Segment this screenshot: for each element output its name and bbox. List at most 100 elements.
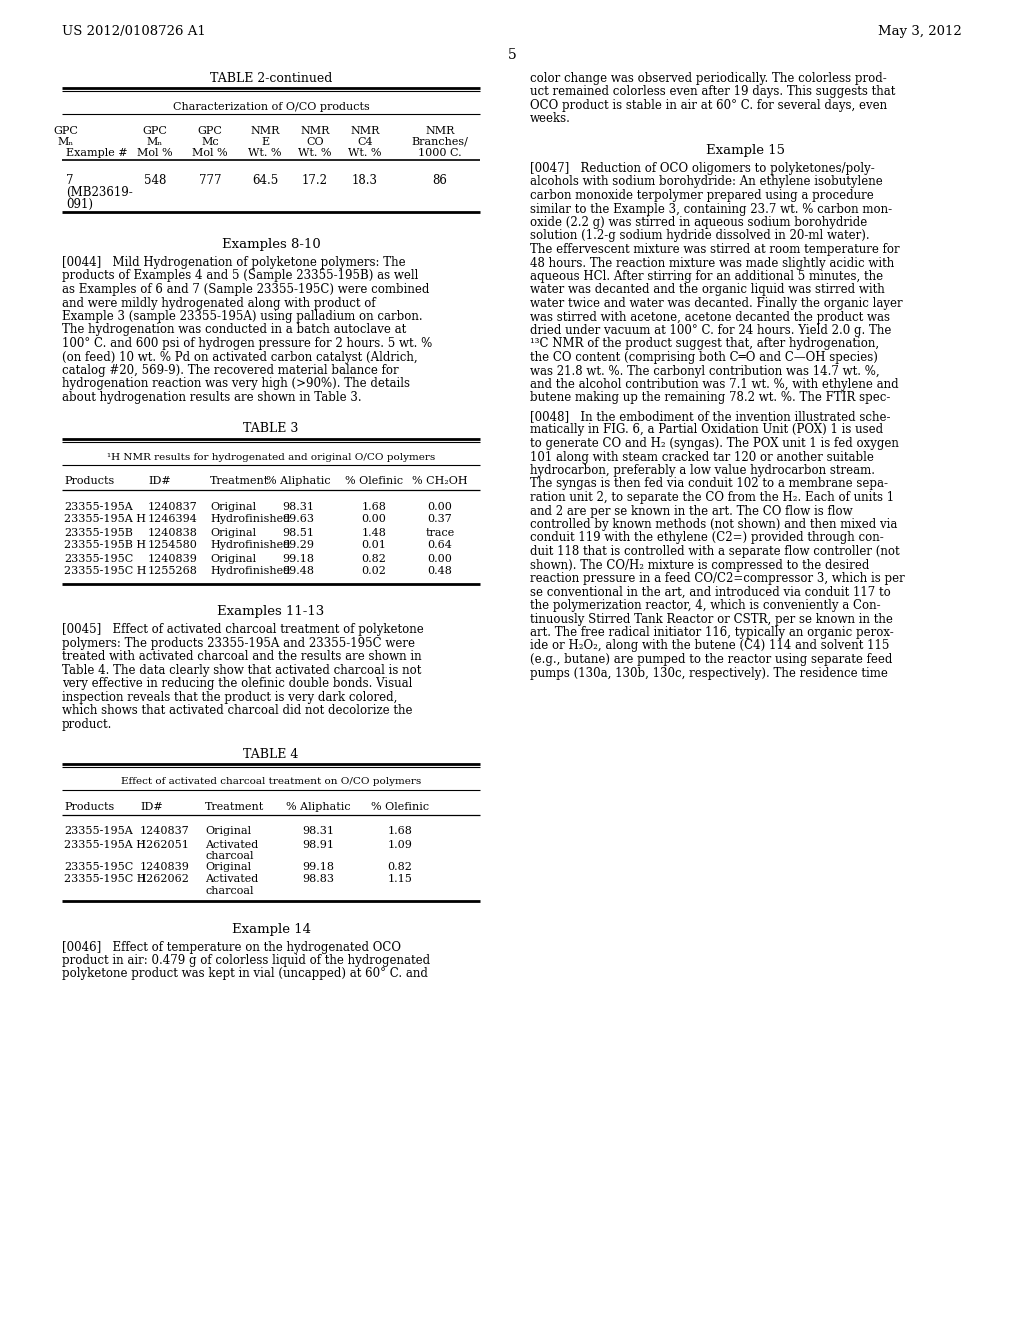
Text: 23355-195B: 23355-195B: [63, 528, 133, 537]
Text: 1000 C.: 1000 C.: [418, 148, 462, 158]
Text: (on feed) 10 wt. % Pd on activated carbon catalyst (Aldrich,: (on feed) 10 wt. % Pd on activated carbo…: [62, 351, 418, 363]
Text: 23355-195C H: 23355-195C H: [63, 874, 146, 884]
Text: 548: 548: [143, 174, 166, 187]
Text: Branches/: Branches/: [412, 137, 468, 147]
Text: GPC: GPC: [142, 125, 168, 136]
Text: solution (1.2-g sodium hydride dissolved in 20-ml water).: solution (1.2-g sodium hydride dissolved…: [530, 230, 869, 243]
Text: 98.91: 98.91: [302, 840, 334, 850]
Text: controlled by known methods (not shown) and then mixed via: controlled by known methods (not shown) …: [530, 517, 897, 531]
Text: oxide (2.2 g) was stirred in aqueous sodium borohydride: oxide (2.2 g) was stirred in aqueous sod…: [530, 216, 867, 228]
Text: was stirred with acetone, acetone decanted the product was: was stirred with acetone, acetone decant…: [530, 310, 890, 323]
Text: 1240837: 1240837: [140, 826, 189, 837]
Text: 23355-195C: 23355-195C: [63, 553, 133, 564]
Text: GPC: GPC: [53, 125, 79, 136]
Text: shown). The CO/H₂ mixture is compressed to the desired: shown). The CO/H₂ mixture is compressed …: [530, 558, 869, 572]
Text: % Aliphatic: % Aliphatic: [265, 477, 331, 487]
Text: 86: 86: [432, 174, 447, 187]
Text: the CO content (comprising both C═O and C—OH species): the CO content (comprising both C═O and …: [530, 351, 878, 364]
Text: trace: trace: [425, 528, 455, 537]
Text: 64.5: 64.5: [252, 174, 279, 187]
Text: Hydrofinished: Hydrofinished: [210, 540, 290, 550]
Text: Activated
charcoal: Activated charcoal: [205, 874, 258, 896]
Text: 1246394: 1246394: [148, 515, 198, 524]
Text: NMR: NMR: [250, 125, 280, 136]
Text: ¹H NMR results for hydrogenated and original O/CO polymers: ¹H NMR results for hydrogenated and orig…: [106, 453, 435, 462]
Text: se conventional in the art, and introduced via conduit 117 to: se conventional in the art, and introduc…: [530, 586, 891, 598]
Text: Characterization of O/CO products: Characterization of O/CO products: [173, 102, 370, 112]
Text: very effective in reducing the olefinic double bonds. Visual: very effective in reducing the olefinic …: [62, 677, 413, 690]
Text: product.: product.: [62, 718, 113, 731]
Text: Effect of activated charcoal treatment on O/CO polymers: Effect of activated charcoal treatment o…: [121, 777, 421, 787]
Text: % Olefinic: % Olefinic: [371, 801, 429, 812]
Text: NMR: NMR: [300, 125, 330, 136]
Text: CO: CO: [306, 137, 324, 147]
Text: Mₙ: Mₙ: [146, 137, 163, 147]
Text: and the alcohol contribution was 7.1 wt. %, with ethylene and: and the alcohol contribution was 7.1 wt.…: [530, 378, 899, 391]
Text: polyketone product was kept in vial (uncapped) at 60° C. and: polyketone product was kept in vial (unc…: [62, 968, 428, 981]
Text: NMR: NMR: [425, 125, 455, 136]
Text: 99.18: 99.18: [302, 862, 334, 871]
Text: 777: 777: [199, 174, 221, 187]
Text: conduit 119 with the ethylene (C2=) provided through con-: conduit 119 with the ethylene (C2=) prov…: [530, 532, 884, 544]
Text: about hydrogenation results are shown in Table 3.: about hydrogenation results are shown in…: [62, 391, 361, 404]
Text: E: E: [261, 137, 269, 147]
Text: 23355-195C: 23355-195C: [63, 862, 133, 871]
Text: product in air: 0.479 g of colorless liquid of the hydrogenated: product in air: 0.479 g of colorless liq…: [62, 954, 430, 968]
Text: 1.15: 1.15: [387, 874, 413, 884]
Text: 7: 7: [66, 174, 74, 187]
Text: The syngas is then fed via conduit 102 to a membrane sepa-: The syngas is then fed via conduit 102 t…: [530, 478, 888, 491]
Text: as Examples of 6 and 7 (Sample 23355-195C) were combined: as Examples of 6 and 7 (Sample 23355-195…: [62, 282, 429, 296]
Text: 23355-195A H: 23355-195A H: [63, 515, 146, 524]
Text: [0044]   Mild Hydrogenation of polyketone polymers: The: [0044] Mild Hydrogenation of polyketone …: [62, 256, 406, 269]
Text: 23355-195C H: 23355-195C H: [63, 566, 146, 577]
Text: ID#: ID#: [140, 801, 163, 812]
Text: Hydrofinished: Hydrofinished: [210, 566, 290, 577]
Text: duit 118 that is controlled with a separate flow controller (not: duit 118 that is controlled with a separ…: [530, 545, 900, 558]
Text: 99.29: 99.29: [282, 540, 314, 550]
Text: 98.51: 98.51: [282, 528, 314, 537]
Text: Examples 8-10: Examples 8-10: [221, 238, 321, 251]
Text: 101 along with steam cracked tar 120 or another suitable: 101 along with steam cracked tar 120 or …: [530, 450, 873, 463]
Text: GPC: GPC: [198, 125, 222, 136]
Text: TABLE 4: TABLE 4: [244, 747, 299, 760]
Text: 99.48: 99.48: [282, 566, 314, 577]
Text: % Olefinic: % Olefinic: [345, 477, 403, 487]
Text: treated with activated charcoal and the results are shown in: treated with activated charcoal and the …: [62, 651, 422, 664]
Text: 1.68: 1.68: [387, 826, 413, 837]
Text: Wt. %: Wt. %: [348, 148, 382, 158]
Text: Examples 11-13: Examples 11-13: [217, 606, 325, 619]
Text: 23355-195A: 23355-195A: [63, 502, 133, 511]
Text: 0.02: 0.02: [361, 566, 386, 577]
Text: May 3, 2012: May 3, 2012: [879, 25, 962, 38]
Text: Original: Original: [205, 862, 251, 871]
Text: dried under vacuum at 100° C. for 24 hours. Yield 2.0 g. The: dried under vacuum at 100° C. for 24 hou…: [530, 323, 891, 337]
Text: 23355-195A: 23355-195A: [63, 826, 133, 837]
Text: 1.09: 1.09: [387, 840, 413, 850]
Text: 0.00: 0.00: [428, 553, 453, 564]
Text: reaction pressure in a feed CO/C2=compressor 3, which is per: reaction pressure in a feed CO/C2=compre…: [530, 572, 905, 585]
Text: Original: Original: [205, 826, 251, 837]
Text: 23355-195B H: 23355-195B H: [63, 540, 146, 550]
Text: tinuously Stirred Tank Reactor or CSTR, per se known in the: tinuously Stirred Tank Reactor or CSTR, …: [530, 612, 893, 626]
Text: hydrogenation reaction was very high (>90%). The details: hydrogenation reaction was very high (>9…: [62, 378, 410, 391]
Text: similar to the Example 3, containing 23.7 wt. % carbon mon-: similar to the Example 3, containing 23.…: [530, 202, 892, 215]
Text: Mᴄ: Mᴄ: [201, 137, 219, 147]
Text: 1.68: 1.68: [361, 502, 386, 511]
Text: [0045]   Effect of activated charcoal treatment of polyketone: [0045] Effect of activated charcoal trea…: [62, 623, 424, 636]
Text: and 2 are per se known in the art. The CO flow is flow: and 2 are per se known in the art. The C…: [530, 504, 853, 517]
Text: inspection reveals that the product is very dark colored,: inspection reveals that the product is v…: [62, 690, 397, 704]
Text: 17.2: 17.2: [302, 174, 328, 187]
Text: Activated
charcoal: Activated charcoal: [205, 840, 258, 861]
Text: Wt. %: Wt. %: [248, 148, 282, 158]
Text: and were mildly hydrogenated along with product of: and were mildly hydrogenated along with …: [62, 297, 376, 309]
Text: Hydrofinished: Hydrofinished: [210, 515, 290, 524]
Text: the polymerization reactor, 4, which is conveniently a Con-: the polymerization reactor, 4, which is …: [530, 599, 881, 612]
Text: 98.31: 98.31: [302, 826, 334, 837]
Text: carbon monoxide terpolymer prepared using a procedure: carbon monoxide terpolymer prepared usin…: [530, 189, 873, 202]
Text: 1262062: 1262062: [140, 874, 189, 884]
Text: [0048]   In the embodiment of the invention illustrated sche-: [0048] In the embodiment of the inventio…: [530, 411, 891, 422]
Text: TABLE 2-continued: TABLE 2-continued: [210, 73, 332, 84]
Text: TABLE 3: TABLE 3: [244, 422, 299, 436]
Text: 0.48: 0.48: [428, 566, 453, 577]
Text: hydrocarbon, preferably a low value hydrocarbon stream.: hydrocarbon, preferably a low value hydr…: [530, 465, 874, 477]
